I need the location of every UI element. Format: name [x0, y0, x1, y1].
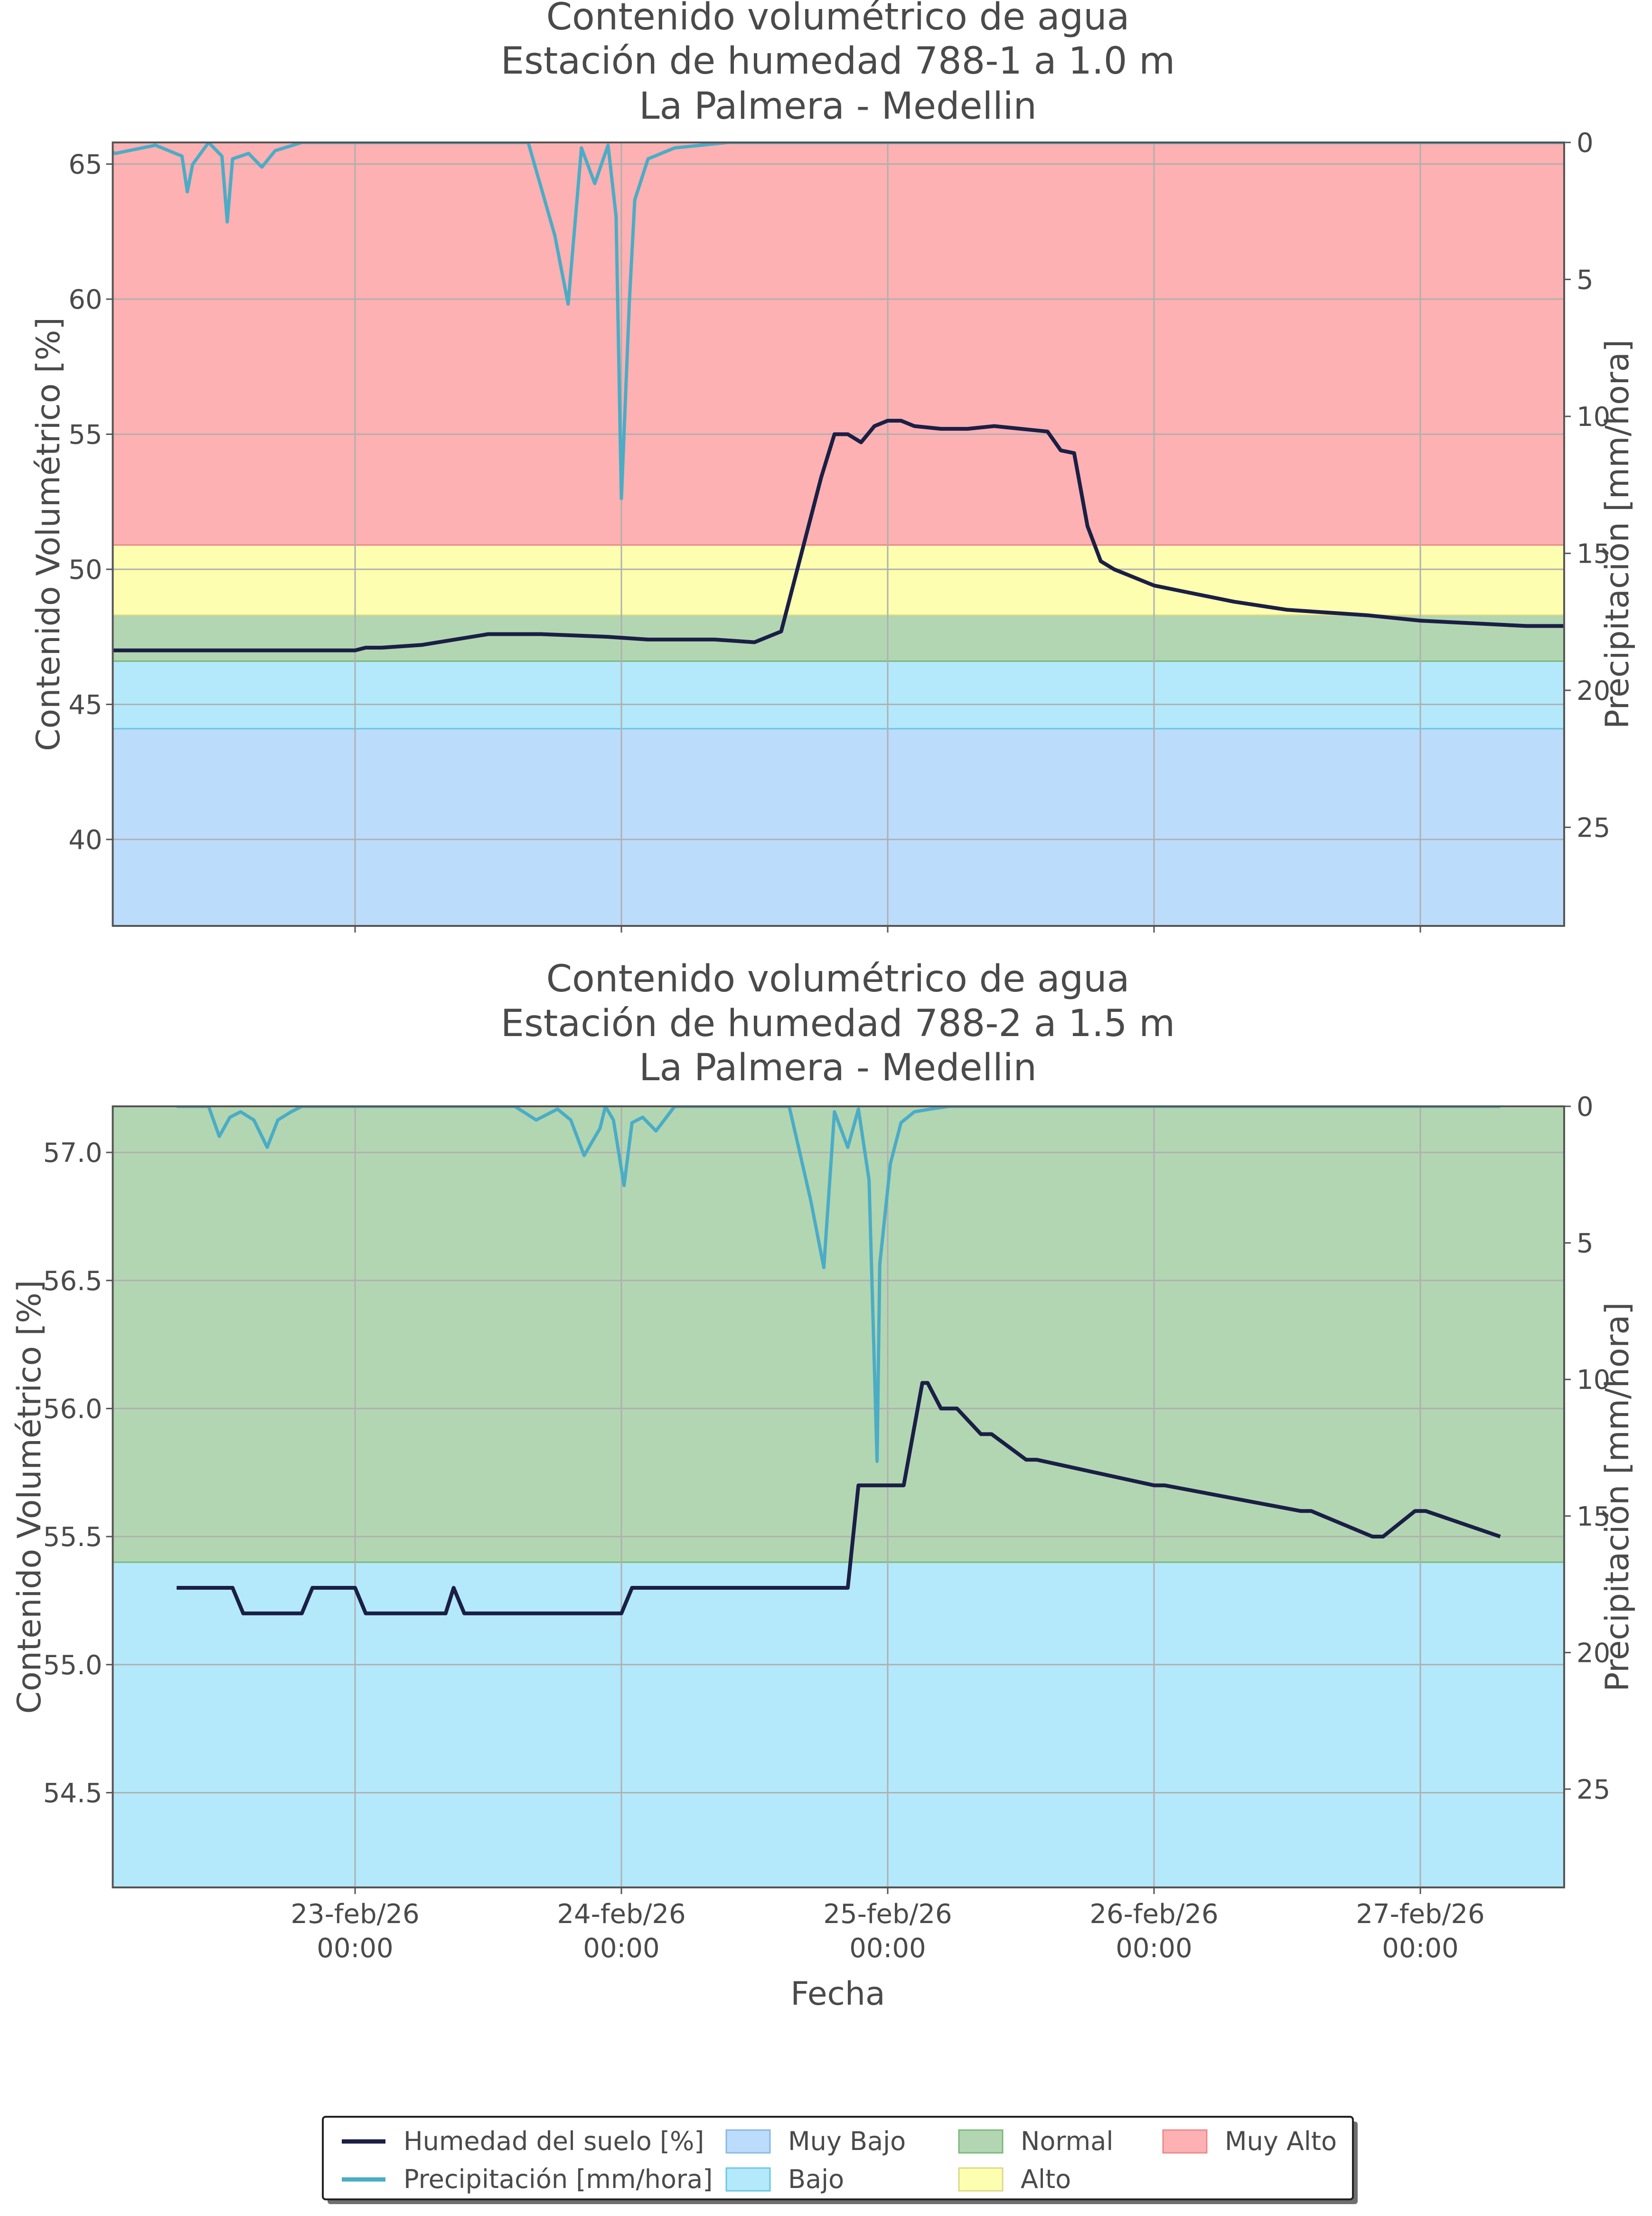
legend-normal-swatch [958, 2129, 1004, 2154]
x-tick-date: 23-feb/26 [291, 1899, 419, 1930]
x-tick-date: 26-feb/26 [1089, 1899, 1218, 1930]
band-muy-bajo [113, 728, 1564, 926]
plot-frame [112, 141, 1565, 927]
plot-frame [112, 1105, 1565, 1888]
series-line-humedad [177, 1381, 1501, 1615]
x-tick-time: 00:00 [583, 1933, 659, 1964]
y2-axis-label: Precipitación [mm/hora] [1599, 1302, 1636, 1691]
y-tick-label: 55.0 [43, 1650, 103, 1681]
y-tick-label: 56.5 [43, 1266, 103, 1297]
series-layer [177, 1106, 1501, 1615]
legend-box [322, 2116, 1354, 2200]
y2-tick-label: 25 [1577, 1774, 1610, 1805]
band-normal [113, 614, 1564, 662]
legend-muy-alto-label: Muy Alto [1225, 2126, 1337, 2156]
x-tick-date: 24-feb/26 [557, 1899, 685, 1930]
x-tick-time: 00:00 [1382, 1933, 1458, 1964]
chart-title: Contenido volumétrico de agua [546, 0, 1130, 38]
y-axis-label: Contenido Volumétrico [%] [11, 1280, 48, 1714]
y2-tick-label: 20 [1577, 676, 1610, 707]
y-tick-label: 40 [68, 825, 102, 856]
y-tick-label: 45 [68, 689, 102, 720]
y2-tick-label: 15 [1577, 538, 1610, 569]
y2-tick-label: 25 [1577, 812, 1610, 843]
grid-layer [113, 142, 1564, 926]
legend-alto-label: Alto [1021, 2164, 1071, 2194]
legend-muy-bajo-label: Muy Bajo [788, 2126, 906, 2156]
y2-tick-label: 10 [1577, 402, 1610, 433]
y-tick-label: 56.0 [43, 1394, 103, 1424]
y2-axis-label: Precipitación [mm/hora] [1599, 339, 1636, 729]
chart-subtitle: Estación de humedad 788-2 a 1.5 m [501, 1002, 1175, 1045]
y2-tick-label: 5 [1577, 1228, 1594, 1259]
x-tick-date: 27-feb/26 [1356, 1899, 1484, 1930]
y-tick-label: 65 [68, 150, 102, 180]
chart-location: La Palmera - Medellin [639, 85, 1037, 128]
x-tick-time: 00:00 [1116, 1933, 1192, 1964]
legend-normal-label: Normal [1021, 2126, 1113, 2156]
chart-location: La Palmera - Medellin [639, 1047, 1037, 1089]
y2-tick-label: 10 [1577, 1365, 1610, 1396]
x-tick-time: 00:00 [317, 1933, 393, 1964]
legend-muy-alto-swatch [1162, 2129, 1208, 2154]
series-line-precipitacion [177, 1106, 1501, 1463]
series-layer [113, 142, 1564, 652]
band-layer [113, 1106, 1564, 1887]
y-tick-label: 54.5 [43, 1778, 103, 1809]
y2-tick-label: 5 [1577, 264, 1594, 295]
x-tick-time: 00:00 [849, 1933, 926, 1964]
legend-precipitaci-n-mm-hora-label: Precipitación [mm/hora] [404, 2164, 713, 2194]
band-alto [113, 544, 1564, 616]
band-muy-alto [113, 142, 1564, 546]
legend-bajo-swatch [725, 2167, 771, 2192]
y2-tick-label: 15 [1577, 1501, 1610, 1532]
chart-title: Contenido volumétrico de agua [546, 958, 1130, 1000]
series-line-humedad [113, 419, 1564, 652]
band-bajo [113, 660, 1564, 730]
legend-alto-swatch [958, 2167, 1004, 2192]
x-tick-date: 25-feb/26 [823, 1899, 952, 1930]
y-tick-label: 55.5 [43, 1522, 103, 1553]
y2-tick-label: 0 [1577, 128, 1594, 159]
y-tick-label: 55 [68, 419, 102, 450]
grid-layer [113, 1106, 1564, 1887]
x-axis-label: Fecha [790, 1975, 885, 2013]
band-layer [113, 142, 1564, 926]
chart-subtitle: Estación de humedad 788-1 a 1.0 m [501, 40, 1175, 83]
y-axis-label: Contenido Volumétrico [%] [30, 317, 67, 751]
legend-bajo-label: Bajo [788, 2164, 844, 2194]
legend: Humedad del suelo [%] Precipitación [mm/h… [322, 2116, 1358, 2204]
y2-tick-label: 20 [1577, 1638, 1610, 1669]
y-tick-label: 60 [68, 284, 102, 315]
y2-tick-label: 0 [1577, 1092, 1594, 1122]
legend-muy-bajo-swatch [725, 2129, 771, 2154]
legend-humedad-del-suelo-label: Humedad del suelo [%] [404, 2126, 704, 2156]
band-normal [113, 1106, 1564, 1563]
y-tick-label: 50 [68, 555, 102, 585]
band-bajo [113, 1561, 1564, 1887]
y-tick-label: 57.0 [43, 1138, 103, 1169]
series-line-precipitacion [113, 142, 1564, 500]
